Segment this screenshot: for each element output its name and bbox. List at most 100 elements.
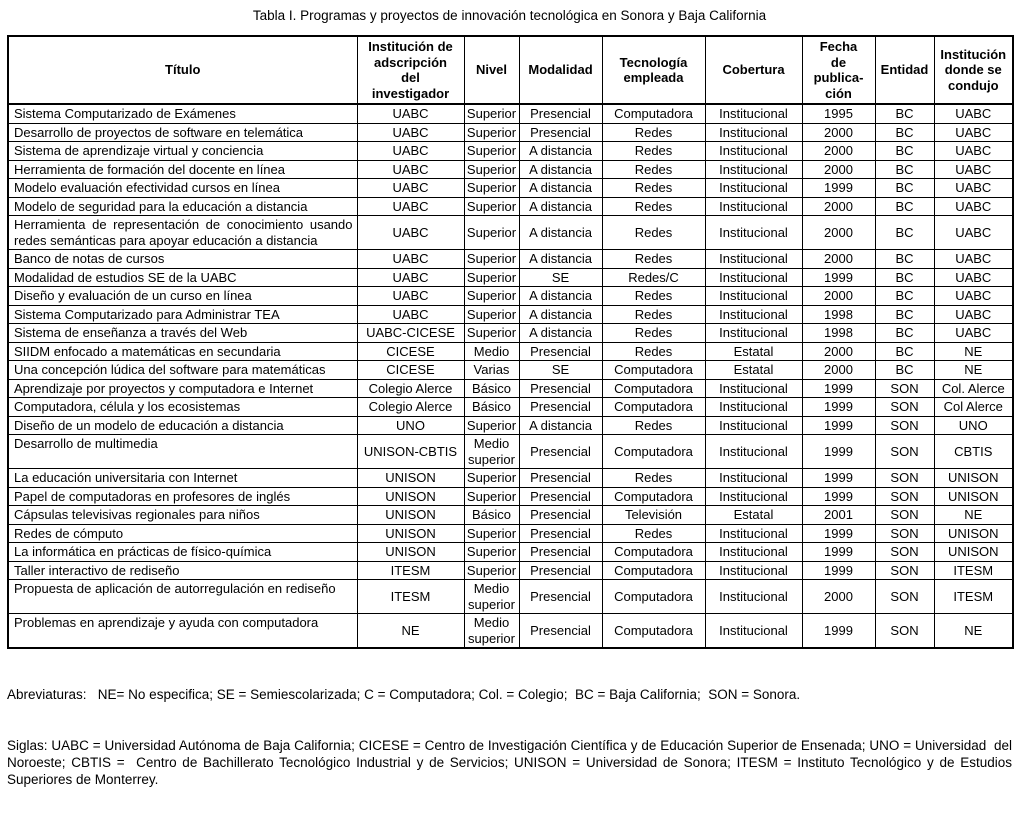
cell: SON: [874, 523, 935, 543]
cell: 2000: [801, 360, 876, 380]
cell: Redes: [601, 341, 706, 361]
cell: 2000: [801, 579, 876, 614]
cell: 1999: [801, 267, 876, 287]
cell: Varias: [463, 360, 520, 380]
cell: Computadora: [601, 360, 706, 380]
cell: BC: [874, 141, 935, 161]
cell: UNISON: [356, 542, 465, 562]
cell: 1999: [801, 613, 876, 649]
cell: UNISON: [933, 468, 1014, 488]
cell: UABC: [933, 304, 1014, 324]
table-row: Sistema de aprendizaje virtual y concien…: [7, 141, 1014, 161]
cell: BC: [874, 267, 935, 287]
cell-title: Sistema de aprendizaje virtual y concien…: [7, 141, 358, 161]
cell: 2000: [801, 341, 876, 361]
cell: 1999: [801, 560, 876, 580]
cell: BC: [874, 286, 935, 306]
cell: Col Alerce: [933, 397, 1014, 417]
cell-title: Aprendizaje por proyectos y computadora …: [7, 378, 358, 398]
cell: Presencial: [518, 468, 603, 488]
cell: Presencial: [518, 397, 603, 417]
cell: SON: [874, 415, 935, 435]
cell: UNO: [933, 415, 1014, 435]
cell-title: Taller interactivo de rediseño: [7, 560, 358, 580]
table-row: Computadora, célula y los ecosistemas Col…: [7, 397, 1014, 417]
cell-title: SIIDM enfocado a matemáticas en secundar…: [7, 341, 358, 361]
cell: Redes: [601, 141, 706, 161]
cell: Medio superior: [463, 613, 520, 649]
cell: UABC: [356, 286, 465, 306]
cell: UABC: [356, 196, 465, 216]
cell: A distancia: [518, 286, 603, 306]
cell: SON: [874, 542, 935, 562]
cell: UABC: [356, 249, 465, 269]
cell: Computadora: [601, 560, 706, 580]
cell: Presencial: [518, 378, 603, 398]
cell: SON: [874, 486, 935, 506]
cell: Redes: [601, 122, 706, 142]
cell-title: Sistema de enseñanza a través del Web: [7, 323, 358, 343]
footnotes: Abreviaturas: NE= No especifica; SE = Se…: [7, 649, 1012, 822]
cell: Superior: [463, 249, 520, 269]
cell: Institucional: [704, 122, 803, 142]
cell: UNISON: [356, 523, 465, 543]
table-row: Sistema Computarizado para Administrar T…: [7, 304, 1014, 324]
cell: Presencial: [518, 560, 603, 580]
cell: Institucional: [704, 579, 803, 614]
column-header: Institución donde se condujo: [933, 35, 1014, 105]
cell: A distancia: [518, 141, 603, 161]
cell: Presencial: [518, 122, 603, 142]
cell: Superior: [463, 523, 520, 543]
cell: 2000: [801, 286, 876, 306]
cell-title: Desarrollo de proyectos de software en t…: [7, 122, 358, 142]
cell: UNO: [356, 415, 465, 435]
table-row: Herramienta de formación del docente en …: [7, 159, 1014, 179]
cell: Computadora: [601, 103, 706, 124]
cell: Redes: [601, 304, 706, 324]
cell: BC: [874, 249, 935, 269]
cell-title: Cápsulas televisivas regionales para niñ…: [7, 505, 358, 525]
cell: UABC: [356, 215, 465, 250]
cell: Presencial: [518, 542, 603, 562]
cell: UABC: [356, 304, 465, 324]
cell: BC: [874, 323, 935, 343]
cell: SE: [518, 267, 603, 287]
cell: Presencial: [518, 579, 603, 614]
cell: BC: [874, 360, 935, 380]
cell: UNISON: [933, 542, 1014, 562]
cell: Redes: [601, 196, 706, 216]
cell: Computadora: [601, 378, 706, 398]
cell: Superior: [463, 141, 520, 161]
programs-table: Título Institución de adscripción del inv…: [7, 35, 1014, 649]
cell: UABC: [933, 267, 1014, 287]
cell: Institucional: [704, 378, 803, 398]
cell: Institucional: [704, 486, 803, 506]
cell: Medio: [463, 341, 520, 361]
cell: Superior: [463, 560, 520, 580]
cell: Medio superior: [463, 579, 520, 614]
cell: BC: [874, 122, 935, 142]
cell-title: Sistema Computarizado para Administrar T…: [7, 304, 358, 324]
table-row: Diseño y evaluación de un curso en línea…: [7, 286, 1014, 306]
cell-title: Una concepción lúdica del software para …: [7, 360, 358, 380]
cell: Presencial: [518, 523, 603, 543]
cell: SON: [874, 613, 935, 649]
cell: Presencial: [518, 341, 603, 361]
cell: BC: [874, 103, 935, 124]
cell: Redes: [601, 178, 706, 198]
cell: SON: [874, 505, 935, 525]
cell-title: Problemas en aprendizaje y ayuda con com…: [7, 613, 358, 649]
cell: UABC: [933, 141, 1014, 161]
cell: Superior: [463, 196, 520, 216]
cell: Presencial: [518, 486, 603, 506]
cell: CICESE: [356, 360, 465, 380]
cell: Institucional: [704, 178, 803, 198]
cell: BC: [874, 196, 935, 216]
cell: A distancia: [518, 159, 603, 179]
cell: Redes: [601, 323, 706, 343]
cell: SON: [874, 378, 935, 398]
cell: UNISON: [933, 486, 1014, 506]
cell: ITESM: [356, 579, 465, 614]
cell: Televisión: [601, 505, 706, 525]
cell: UABC-CICESE: [356, 323, 465, 343]
